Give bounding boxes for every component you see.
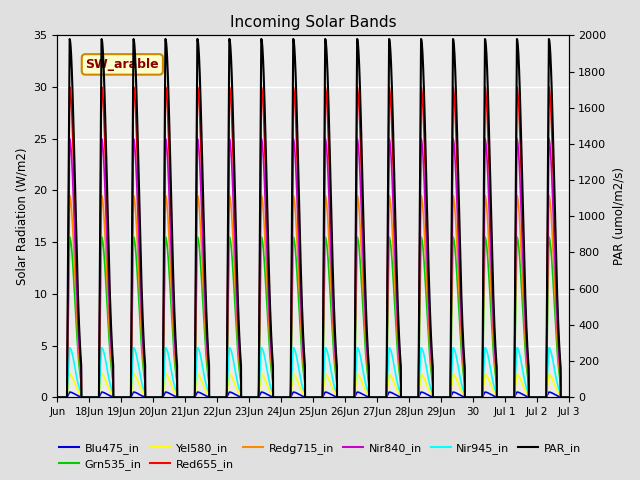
Nir945_in xyxy=(385,362,392,368)
Redg715_in xyxy=(54,395,61,400)
Grn535_in xyxy=(564,395,572,400)
Blu475_in xyxy=(431,395,439,400)
Line: PAR_in: PAR_in xyxy=(58,39,568,397)
Blu475_in xyxy=(454,391,461,397)
Line: Nir840_in: Nir840_in xyxy=(58,139,568,397)
Nir945_in xyxy=(431,395,439,400)
Nir945_in xyxy=(454,362,461,368)
Red655_in xyxy=(431,395,439,400)
Grn535_in xyxy=(141,395,149,400)
Blu475_in xyxy=(395,393,403,399)
Yel580_in xyxy=(431,395,439,400)
Yel580_in xyxy=(54,395,61,400)
Line: Grn535_in: Grn535_in xyxy=(58,237,568,397)
Grn535_in xyxy=(431,395,439,400)
Grn535_in xyxy=(54,395,61,400)
Title: Incoming Solar Bands: Incoming Solar Bands xyxy=(230,15,396,30)
Blu475_in xyxy=(564,395,572,400)
Y-axis label: Solar Radiation (W/m2): Solar Radiation (W/m2) xyxy=(15,147,28,285)
Red655_in xyxy=(564,395,572,400)
PAR_in xyxy=(161,36,169,42)
Yel580_in xyxy=(564,395,572,400)
Redg715_in xyxy=(564,395,572,400)
Blu475_in xyxy=(54,395,61,400)
Nir840_in xyxy=(446,395,454,400)
Red655_in xyxy=(385,190,392,196)
Yel580_in xyxy=(161,372,169,377)
Blu475_in xyxy=(161,389,169,395)
Nir945_in xyxy=(54,395,61,400)
Nir840_in xyxy=(395,340,403,346)
Nir840_in xyxy=(161,136,169,142)
Nir945_in xyxy=(161,345,169,350)
PAR_in xyxy=(454,159,461,165)
Line: Redg715_in: Redg715_in xyxy=(58,196,568,397)
Yel580_in xyxy=(395,390,403,396)
Grn535_in xyxy=(446,395,454,400)
Redg715_in xyxy=(454,262,461,267)
Grn535_in xyxy=(395,360,403,366)
Nir840_in xyxy=(54,395,61,400)
Yel580_in xyxy=(446,395,454,400)
PAR_in xyxy=(564,395,572,400)
Line: Yel580_in: Yel580_in xyxy=(58,374,568,397)
Legend: Blu475_in, Grn535_in, Yel580_in, Red655_in, Redg715_in, Nir840_in, Nir945_in, PA: Blu475_in, Grn535_in, Yel580_in, Red655_… xyxy=(54,438,586,474)
Line: Blu475_in: Blu475_in xyxy=(58,392,568,397)
Yel580_in xyxy=(141,395,149,400)
Redg715_in xyxy=(385,262,392,267)
Grn535_in xyxy=(161,234,169,240)
Grn535_in xyxy=(385,289,392,295)
Redg715_in xyxy=(431,395,439,400)
Nir945_in xyxy=(446,395,454,400)
Redg715_in xyxy=(161,193,169,199)
Red655_in xyxy=(446,395,454,400)
PAR_in xyxy=(431,395,439,400)
PAR_in xyxy=(395,319,403,324)
PAR_in xyxy=(385,158,392,164)
Nir840_in xyxy=(454,224,461,230)
Grn535_in xyxy=(454,289,461,295)
Text: SW_arable: SW_arable xyxy=(86,58,159,71)
Line: Red655_in: Red655_in xyxy=(58,87,568,397)
Nir840_in xyxy=(385,224,392,230)
Nir840_in xyxy=(564,395,572,400)
Line: Nir945_in: Nir945_in xyxy=(58,348,568,397)
Nir840_in xyxy=(141,395,149,400)
Blu475_in xyxy=(446,395,454,400)
Nir945_in xyxy=(395,384,403,390)
Blu475_in xyxy=(141,395,149,400)
Red655_in xyxy=(454,191,461,196)
Yel580_in xyxy=(385,379,392,385)
Nir840_in xyxy=(431,395,439,400)
PAR_in xyxy=(54,395,61,400)
Nir945_in xyxy=(141,395,149,400)
Red655_in xyxy=(54,395,61,400)
Nir945_in xyxy=(564,395,572,400)
Red655_in xyxy=(141,395,149,400)
Red655_in xyxy=(395,329,403,335)
PAR_in xyxy=(141,395,149,400)
Red655_in xyxy=(161,84,169,90)
PAR_in xyxy=(446,395,454,400)
Redg715_in xyxy=(446,395,454,400)
Y-axis label: PAR (umol/m2/s): PAR (umol/m2/s) xyxy=(612,168,625,265)
Redg715_in xyxy=(141,395,149,400)
Redg715_in xyxy=(395,352,403,358)
Yel580_in xyxy=(454,379,461,385)
Blu475_in xyxy=(385,391,392,397)
